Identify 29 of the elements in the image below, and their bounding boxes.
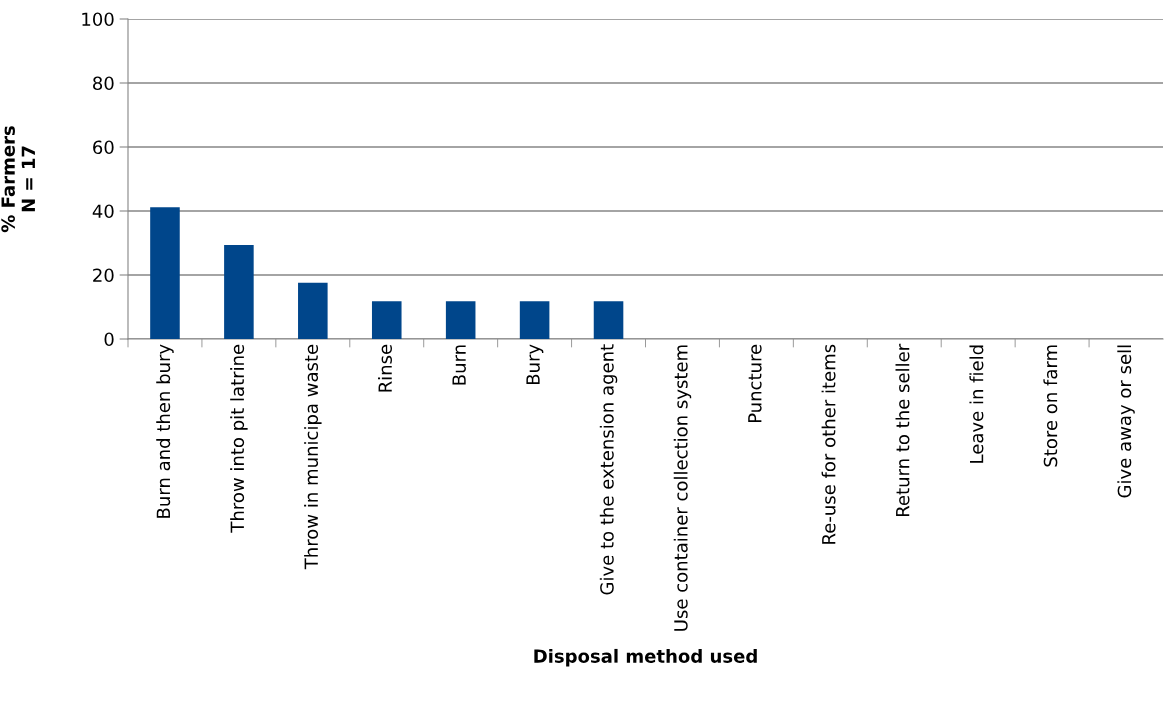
x-tick-label: Give away or sell: [1117, 345, 1135, 498]
bar: [519, 301, 550, 339]
y-tick-label: 40: [92, 204, 114, 219]
x-tick-label: Puncture: [748, 344, 762, 423]
x-tick-label: Burn and then bury: [156, 344, 174, 518]
bar: [371, 301, 402, 339]
x-tick-label: Use container collection system: [673, 345, 692, 631]
x-tick-label: Bury: [526, 344, 544, 385]
x-tick-label: Burn: [452, 345, 466, 385]
y-axis-title: % Farmers N = 17: [1, 126, 35, 233]
x-tick-label: Throw into pit latrine: [230, 344, 248, 533]
x-tick-label: Return to the seller: [895, 343, 910, 517]
x-axis-title: Disposal method used: [534, 648, 757, 667]
bar: [224, 244, 254, 339]
bar: [593, 301, 624, 339]
bar: [445, 301, 476, 339]
x-tick-label: Rinse: [378, 344, 392, 392]
y-tick-label: 100: [82, 12, 114, 27]
x-tick-label: Store on farm: [1043, 345, 1058, 467]
y-tick-label: 80: [93, 76, 114, 91]
x-tick-label: Leave in field: [969, 345, 984, 463]
bar: [298, 282, 328, 339]
y-tick-label: 20: [93, 268, 114, 283]
x-tick-label: Give to the extension agent: [599, 344, 618, 595]
y-tick-label: 60: [93, 140, 114, 155]
x-tick-label: Re-use for other items: [821, 344, 836, 544]
x-tick-label: Throw in municipa waste: [304, 344, 322, 570]
bar: [150, 207, 180, 339]
y-tick-label: 0: [104, 332, 114, 347]
